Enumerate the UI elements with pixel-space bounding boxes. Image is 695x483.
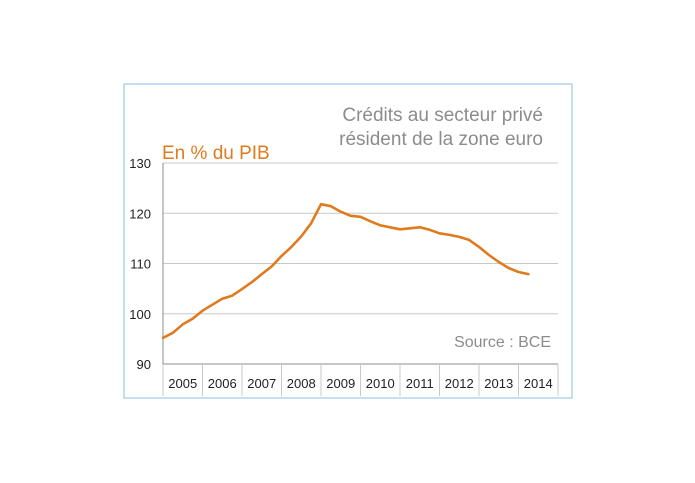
x-tick-label: 2009: [326, 376, 355, 391]
y-tick-label: 90: [137, 357, 151, 372]
series-line: [161, 202, 530, 340]
x-tick-label: 2013: [484, 376, 513, 391]
y-tick-label: 130: [129, 156, 151, 171]
x-tick-label: 2005: [168, 376, 197, 391]
x-tick-label: 2011: [406, 376, 434, 391]
y-tick-label: 100: [129, 307, 151, 322]
chart-title-line-1: Crédits au secteur privé: [342, 105, 543, 126]
x-tick-labels: 2005 2006 2007 2008 2009 2010 2011 2012 2013 2014: [168, 376, 552, 391]
x-tick-label: 2010: [366, 376, 395, 391]
chart-title-line-2: résident de la zone euro: [339, 129, 543, 150]
series-layer: [161, 202, 530, 340]
source-note: Source : BCE: [454, 334, 551, 351]
y-tick-labels: 90 100 110 120 130: [129, 156, 151, 372]
x-tick-label: 2006: [208, 376, 237, 391]
chart-frame: [123, 83, 573, 399]
y-axis-unit-label: En % du PIB: [162, 143, 270, 164]
y-tick-label: 120: [129, 206, 151, 221]
x-tick-label: 2012: [445, 376, 474, 391]
y-tick-label: 110: [130, 257, 151, 272]
x-tick-label: 2014: [524, 376, 553, 391]
axes: [162, 163, 559, 396]
x-tick-label: 2007: [247, 376, 276, 391]
grid: [163, 162, 558, 315]
x-tick-label: 2008: [287, 376, 316, 391]
